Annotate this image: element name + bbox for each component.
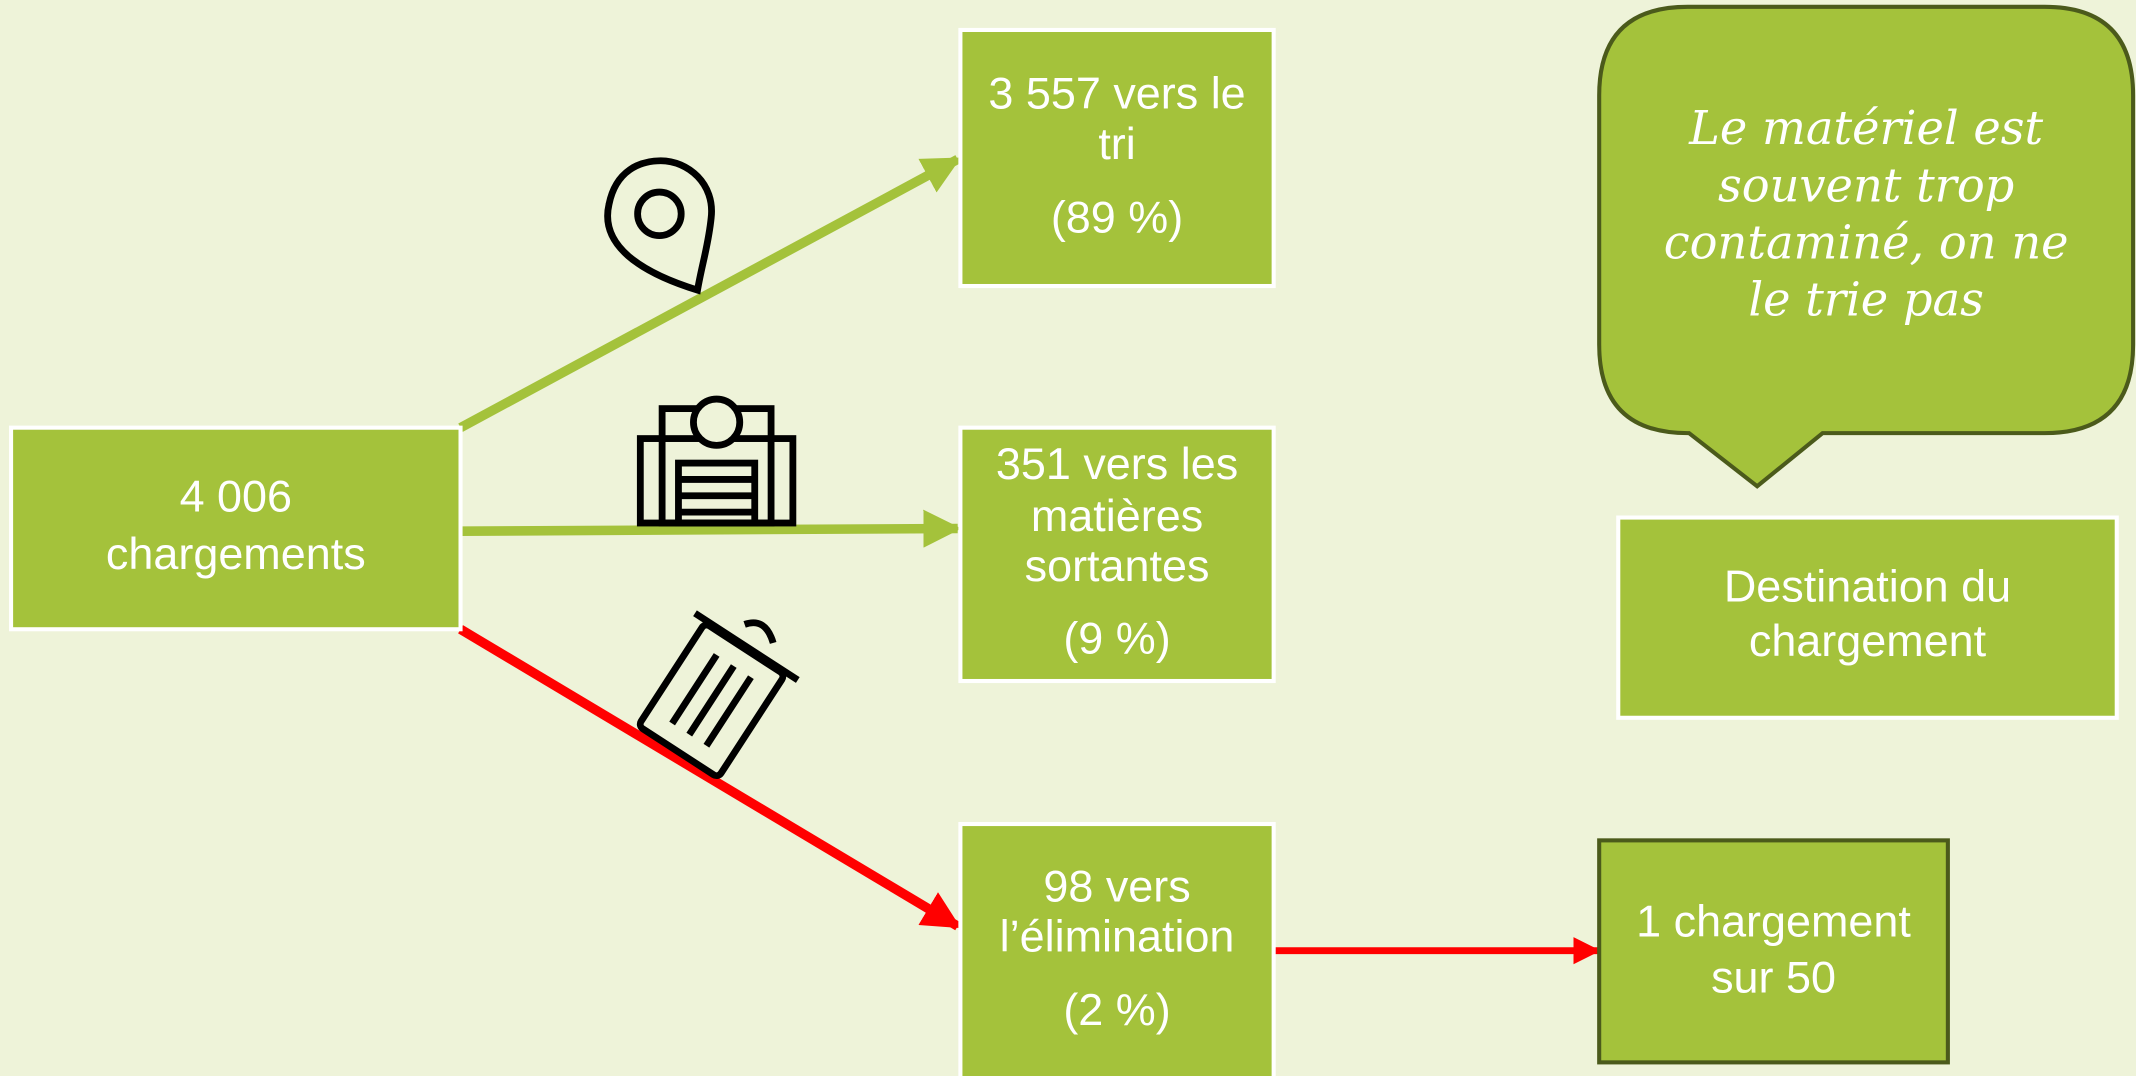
node-box bbox=[958, 425, 1276, 684]
callout-text: souvent trop bbox=[1718, 158, 2014, 212]
callout-text: contaminé, on ne bbox=[1664, 216, 2069, 270]
node-text: l’élimination bbox=[1000, 911, 1235, 962]
callout bbox=[1597, 4, 2136, 489]
node-text: sortantes bbox=[1025, 540, 1210, 591]
legend-text: Destination du bbox=[1724, 561, 2011, 612]
node-text: 351 vers les bbox=[996, 438, 1238, 489]
node-box bbox=[958, 821, 1276, 1076]
legend-text: chargement bbox=[1749, 615, 1987, 666]
node-box bbox=[958, 27, 1276, 289]
recycle-building-icon bbox=[636, 395, 797, 527]
legend-box bbox=[1616, 515, 2119, 720]
node-text: 3 557 vers le bbox=[988, 68, 1245, 119]
node-text: 4 006 bbox=[180, 471, 292, 522]
arrow bbox=[458, 625, 961, 931]
node-text: matières bbox=[1031, 490, 1203, 541]
node-text: 1 chargement bbox=[1636, 896, 1911, 947]
arrow bbox=[460, 509, 962, 548]
ratio-box bbox=[1597, 838, 1950, 1065]
arrow bbox=[458, 155, 962, 432]
node-share: (89 %) bbox=[1051, 192, 1183, 243]
node-text: 98 vers bbox=[1043, 860, 1190, 911]
node-share: (2 %) bbox=[1063, 984, 1170, 1035]
node-text: sur 50 bbox=[1711, 952, 1836, 1003]
source-box bbox=[9, 425, 463, 632]
callout-text: le trie pas bbox=[1748, 273, 1984, 327]
node-share: (9 %) bbox=[1063, 612, 1170, 663]
callout-text: Le matériel est bbox=[1688, 101, 2043, 155]
pin-icon bbox=[604, 157, 715, 295]
node-text: tri bbox=[1098, 118, 1135, 169]
node-text: chargements bbox=[106, 528, 366, 579]
trash-icon bbox=[636, 610, 800, 780]
